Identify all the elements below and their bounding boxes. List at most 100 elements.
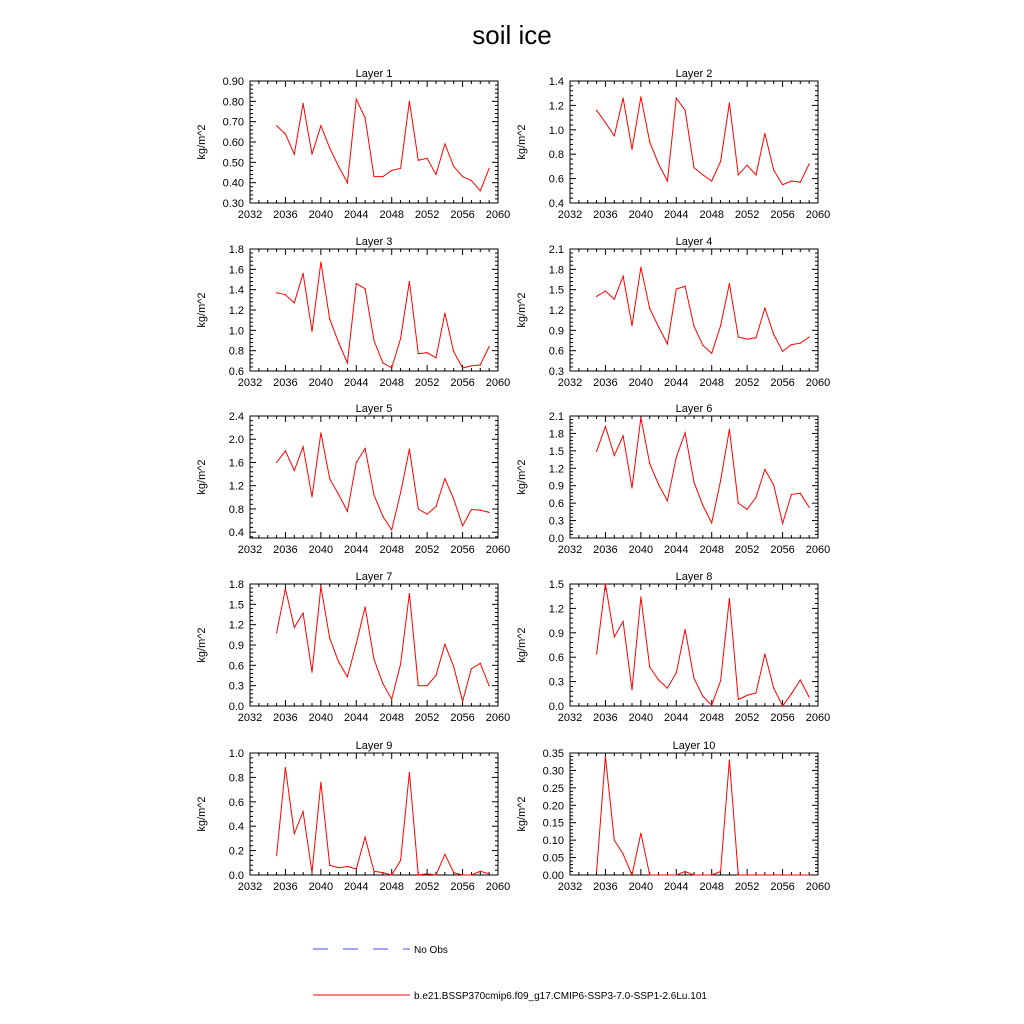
panel-7: Layer 7 kg/m^2 2032 2036 2040 2044 2048 2052 205…: [196, 571, 510, 724]
panel-6: Layer 6 kg/m^2 2032 2036 2040 2044 2048 2052 205…: [516, 403, 830, 556]
data-point: [675, 97, 677, 99]
y-tick-label: 2.1: [549, 244, 564, 256]
y-tick-label: 1.8: [549, 428, 564, 440]
x-tick-label: 2052: [735, 544, 759, 556]
y-tick-label: 1.2: [229, 620, 244, 632]
x-tick-label: 2032: [238, 209, 262, 221]
panel-title: Layer 1: [356, 68, 393, 80]
data-point: [373, 658, 375, 660]
y-tick-label: 0.15: [543, 818, 564, 830]
y-axis-label: kg/m^2: [516, 292, 528, 327]
x-tick-label: 2036: [593, 712, 617, 724]
data-point: [808, 506, 810, 508]
y-tick-label: 1.8: [229, 579, 244, 591]
data-point: [461, 874, 464, 876]
x-tick-label: 2036: [593, 209, 617, 221]
data-point: [391, 169, 393, 172]
data-point: [790, 693, 793, 695]
y-tick-label: 1.8: [229, 244, 244, 256]
x-tick-label: 2052: [415, 209, 439, 221]
series-line: [596, 756, 810, 877]
data-point: [781, 705, 784, 707]
x-tick-label: 2052: [735, 209, 759, 221]
y-tick-label: 0.0: [229, 870, 244, 882]
data-point: [640, 417, 642, 419]
x-tick-label: 2044: [344, 881, 368, 893]
data-point: [302, 446, 304, 448]
x-tick-label: 2060: [806, 377, 830, 389]
data-point: [728, 428, 731, 430]
data-point: [613, 636, 615, 638]
data-point: [461, 700, 464, 702]
data-point: [399, 167, 402, 170]
panel-title: Layer 9: [356, 740, 393, 752]
y-tick-label: 0.2: [229, 846, 244, 858]
data-point: [275, 125, 278, 127]
data-point: [604, 755, 607, 758]
data-point: [435, 874, 437, 876]
data-point: [649, 141, 651, 143]
x-tick-label: 2048: [379, 209, 403, 221]
data-point: [470, 508, 473, 511]
y-axis-label: kg/m^2: [516, 627, 528, 662]
data-point: [337, 493, 340, 496]
data-point: [311, 671, 313, 673]
x-tick-label: 2032: [558, 544, 582, 556]
data-point: [675, 874, 677, 876]
data-point: [764, 468, 766, 471]
legend: No Obs b.e21.BSSP370cmip6.f09_g17.CMIP6-…: [313, 945, 707, 1002]
x-tick-label: 2056: [770, 544, 794, 556]
x-tick-label: 2032: [558, 209, 582, 221]
y-tick-label: 1.5: [549, 446, 564, 458]
data-point: [470, 874, 473, 876]
data-point: [399, 337, 402, 340]
data-point: [453, 351, 455, 353]
x-tick-label: 2044: [664, 881, 688, 893]
data-point: [799, 679, 801, 681]
data-point: [666, 180, 669, 182]
x-tick-label: 2048: [699, 209, 723, 221]
plot-frame: [249, 752, 499, 876]
y-tick-label: 0.6: [229, 660, 244, 672]
y-tick-label: 1.8: [549, 264, 564, 276]
x-tick-label: 2060: [486, 881, 510, 893]
data-point: [764, 132, 766, 135]
data-point: [320, 261, 322, 263]
data-point: [604, 425, 607, 428]
data-point: [479, 190, 481, 192]
y-axis-label: kg/m^2: [516, 796, 528, 831]
plot-frame: [249, 248, 499, 372]
plot-frame: [249, 583, 499, 707]
data-point: [302, 272, 304, 274]
x-tick-label: 2056: [770, 881, 794, 893]
y-tick-label: 0.30: [543, 765, 564, 777]
data-point: [595, 870, 598, 873]
data-point: [399, 492, 402, 494]
data-point: [790, 343, 793, 346]
x-tick-label: 2048: [379, 377, 403, 389]
data-point: [426, 513, 428, 515]
y-axis-label: kg/m^2: [196, 796, 208, 831]
x-tick-label: 2032: [558, 881, 582, 893]
figure-title: soil ice: [472, 20, 551, 50]
panel-title: Layer 10: [673, 740, 716, 752]
y-tick-label: 0.8: [229, 772, 244, 784]
y-tick-label: 0.4: [229, 527, 244, 539]
data-point: [284, 133, 287, 135]
panel-4: Layer 4 kg/m^2 2032 2036 2040 2044 2048 2052 205…: [516, 236, 830, 389]
x-tick-label: 2048: [699, 881, 723, 893]
series-line: [276, 432, 490, 532]
panel-8: Layer 8 kg/m^2 2032 2036 2040 2044 2048 2052 205…: [516, 571, 830, 724]
x-tick-label: 2044: [664, 209, 688, 221]
data-point: [649, 874, 651, 876]
data-point: [799, 492, 801, 494]
data-point: [711, 522, 713, 524]
data-point: [666, 343, 669, 345]
x-tick-label: 2040: [309, 377, 333, 389]
x-tick-label: 2032: [558, 712, 582, 724]
x-tick-label: 2044: [664, 377, 688, 389]
data-point: [746, 874, 748, 876]
y-tick-label: 0.6: [549, 174, 564, 186]
data-point: [391, 698, 393, 700]
